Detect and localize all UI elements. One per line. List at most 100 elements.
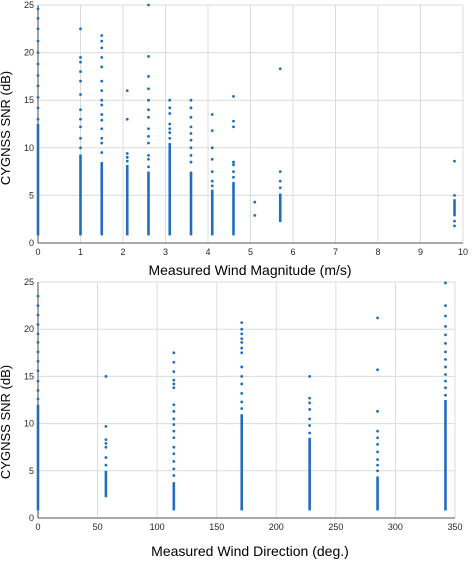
data-point bbox=[376, 368, 379, 372]
x-tick-label: 0 bbox=[35, 247, 40, 257]
data-point bbox=[147, 165, 150, 169]
data-column bbox=[376, 316, 379, 511]
data-point bbox=[240, 407, 244, 410]
y-axis-label: CYGNSS SNR (dB) bbox=[0, 71, 13, 185]
data-point bbox=[308, 401, 312, 405]
data-point bbox=[79, 117, 82, 121]
dense-point-cluster bbox=[453, 199, 456, 217]
data-point bbox=[172, 409, 176, 413]
dense-point-cluster bbox=[125, 164, 129, 236]
data-column bbox=[253, 200, 257, 217]
data-point bbox=[79, 136, 82, 140]
data-point bbox=[125, 152, 129, 155]
data-point bbox=[172, 459, 176, 463]
data-point bbox=[125, 117, 129, 121]
data-point bbox=[36, 341, 40, 344]
dense-point-cluster bbox=[168, 143, 172, 236]
data-point bbox=[232, 160, 235, 164]
y-tick-label: 25 bbox=[24, 0, 34, 10]
dense-point-cluster bbox=[36, 404, 40, 511]
data-point bbox=[104, 375, 108, 378]
data-point bbox=[453, 194, 456, 197]
y-tick-label: 0 bbox=[29, 513, 34, 523]
data-point bbox=[240, 321, 244, 324]
y-tick-label: 5 bbox=[29, 466, 34, 476]
data-point bbox=[376, 429, 379, 433]
data-point bbox=[168, 131, 172, 134]
x-tick-label: 7 bbox=[333, 247, 338, 257]
data-point bbox=[232, 175, 235, 179]
data-point bbox=[147, 115, 150, 119]
data-column bbox=[36, 294, 40, 511]
data-point bbox=[36, 7, 40, 11]
data-column bbox=[240, 321, 244, 511]
data-point bbox=[168, 98, 172, 102]
data-point bbox=[147, 134, 150, 138]
data-point bbox=[79, 146, 82, 150]
data-point bbox=[189, 132, 193, 135]
data-point bbox=[172, 417, 176, 421]
data-point bbox=[376, 436, 379, 440]
data-point bbox=[240, 337, 244, 341]
gridlines bbox=[37, 281, 456, 519]
x-axis-label: Measured Wind Direction (deg.) bbox=[151, 543, 349, 559]
data-point bbox=[104, 463, 108, 467]
data-point bbox=[308, 417, 312, 421]
data-point bbox=[100, 98, 104, 102]
data-point bbox=[36, 304, 40, 307]
data-point bbox=[168, 127, 172, 131]
data-point bbox=[278, 186, 282, 190]
y-tick-label: 25 bbox=[24, 277, 34, 287]
data-point bbox=[444, 373, 447, 376]
data-point bbox=[189, 154, 193, 157]
data-column bbox=[36, 7, 40, 236]
x-tick-label: 50 bbox=[93, 522, 103, 532]
data-point bbox=[168, 136, 172, 140]
data-point bbox=[172, 382, 176, 386]
data-column bbox=[232, 94, 235, 236]
data-point bbox=[100, 39, 104, 43]
data-point bbox=[104, 456, 108, 459]
dense-point-cluster bbox=[172, 482, 176, 511]
data-point bbox=[100, 151, 104, 154]
data-point bbox=[172, 467, 176, 471]
y-tick-label: 0 bbox=[29, 238, 34, 248]
data-point bbox=[168, 106, 172, 110]
data-point bbox=[36, 389, 40, 392]
data-point bbox=[36, 369, 40, 373]
data-point bbox=[240, 382, 244, 386]
data-point bbox=[36, 117, 40, 121]
y-tick-label: 5 bbox=[29, 190, 34, 200]
data-point bbox=[210, 113, 214, 116]
data-point bbox=[147, 75, 150, 78]
data-point bbox=[36, 350, 40, 354]
data-point bbox=[232, 170, 235, 174]
data-point bbox=[168, 112, 172, 115]
data-point bbox=[104, 438, 108, 442]
data-point bbox=[240, 332, 244, 336]
data-point bbox=[100, 79, 104, 83]
x-tick-label: 250 bbox=[328, 522, 343, 532]
data-point bbox=[232, 119, 235, 123]
wind-direction-scatter-plot: CYGNSS SNR (dB) Measured Wind Direction … bbox=[0, 277, 463, 559]
data-column bbox=[453, 159, 456, 228]
data-point bbox=[36, 294, 40, 298]
dense-point-cluster bbox=[240, 414, 244, 511]
data-point bbox=[444, 333, 447, 337]
data-point bbox=[444, 386, 447, 390]
data-point bbox=[79, 60, 82, 64]
data-point bbox=[125, 89, 129, 93]
data-point bbox=[79, 55, 82, 59]
data-point bbox=[100, 65, 104, 69]
data-point bbox=[210, 184, 214, 188]
data-point bbox=[210, 129, 214, 133]
data-column bbox=[172, 351, 176, 511]
data-point bbox=[240, 375, 244, 378]
x-tick-label: 300 bbox=[388, 522, 403, 532]
data-point bbox=[36, 95, 40, 99]
data-point bbox=[36, 51, 40, 54]
data-column bbox=[104, 375, 108, 498]
data-column bbox=[100, 34, 104, 236]
x-tick-label: 0 bbox=[35, 522, 40, 532]
